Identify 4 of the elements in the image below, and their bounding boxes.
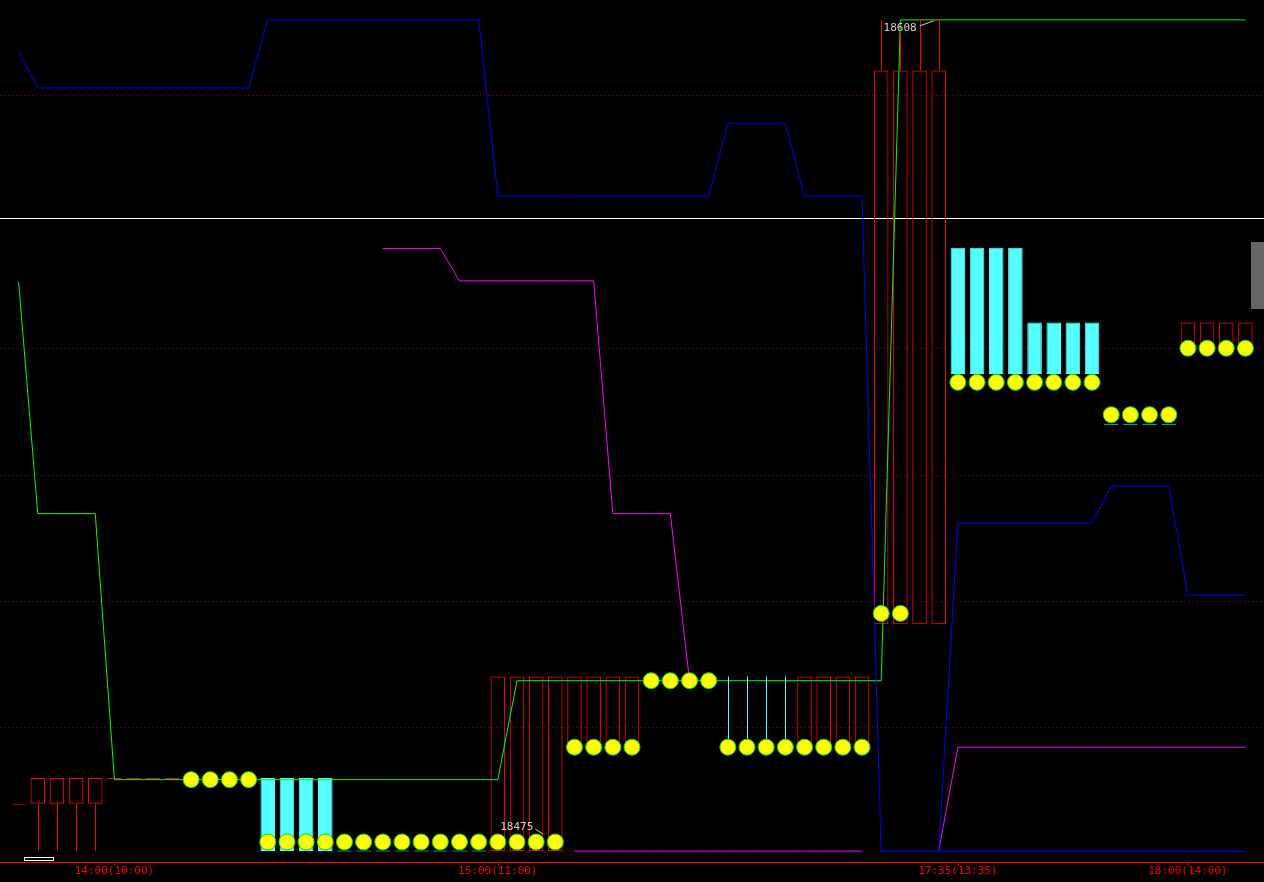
x-tick-label: 17:35(13:35) [918,864,998,878]
x-tick-label: 15:00(11:00) [458,864,538,878]
x-tick-label: 18:00(14:00) [1148,864,1228,878]
x-tick-label: 14:00(10:00) [74,864,155,878]
